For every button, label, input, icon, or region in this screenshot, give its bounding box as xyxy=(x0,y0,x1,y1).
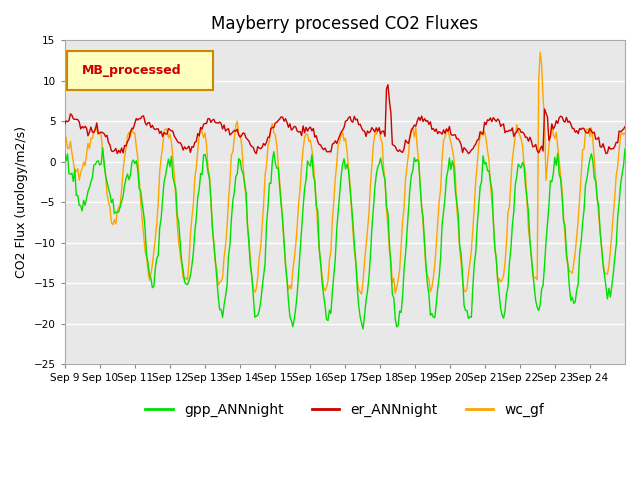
FancyBboxPatch shape xyxy=(67,51,213,90)
Text: MB_processed: MB_processed xyxy=(81,64,181,77)
Y-axis label: CO2 Flux (urology/m2/s): CO2 Flux (urology/m2/s) xyxy=(15,126,28,278)
Legend: gpp_ANNnight, er_ANNnight, wc_gf: gpp_ANNnight, er_ANNnight, wc_gf xyxy=(140,397,550,422)
Title: Mayberry processed CO2 Fluxes: Mayberry processed CO2 Fluxes xyxy=(211,15,478,33)
